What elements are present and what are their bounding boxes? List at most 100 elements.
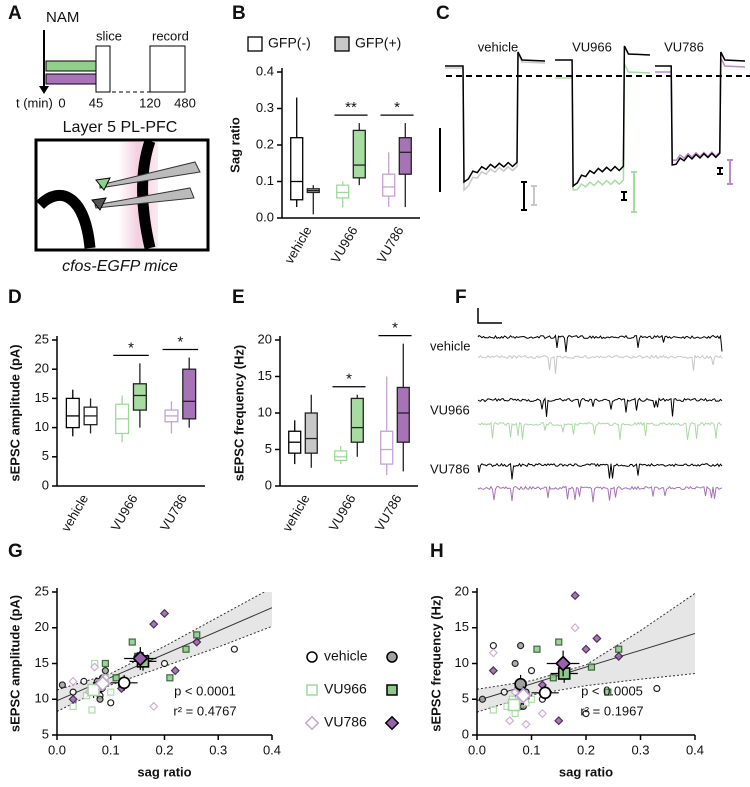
- point: [527, 667, 536, 675]
- trace: [477, 485, 723, 503]
- point: [505, 716, 515, 726]
- box: [334, 450, 348, 462]
- point: [68, 676, 78, 686]
- x-tick-label: VU966: [326, 492, 359, 534]
- cell-green: [95, 177, 111, 191]
- point: [511, 709, 519, 718]
- y-axis-label: Sag ratio: [227, 117, 242, 173]
- point: [58, 681, 66, 689]
- point: [192, 637, 202, 647]
- y-tick-label: 0: [265, 477, 272, 492]
- panel-letter: F: [455, 287, 467, 308]
- point: [516, 642, 525, 650]
- point: [69, 702, 77, 711]
- x-tick-label: VU966: [108, 492, 141, 534]
- point: [166, 674, 174, 682]
- y-tick-label: 0.3: [256, 100, 274, 115]
- point: [592, 633, 602, 644]
- point: [582, 709, 590, 718]
- panel-letter: A: [8, 3, 22, 24]
- x-tick-label: 0.3: [209, 742, 227, 757]
- panel-letter: G: [8, 541, 23, 562]
- panel-letter: D: [8, 287, 22, 308]
- point: [555, 638, 563, 646]
- trace: [477, 462, 723, 480]
- x-tick-label: VU966: [328, 224, 361, 266]
- box: [65, 397, 80, 429]
- cell: [91, 197, 107, 211]
- y-tick-label: 5: [462, 691, 469, 706]
- x-tick-label: 0.1: [102, 742, 120, 757]
- panel-letter: H: [430, 541, 444, 562]
- box: [182, 368, 197, 420]
- y-tick-label: 20: [35, 619, 49, 634]
- schematic: NAM slice record t (min) 0 45 120 480 La…: [16, 9, 210, 275]
- y-tick-label: 0: [462, 726, 469, 741]
- x-tick-label: 0.2: [155, 742, 173, 757]
- time-tick: 480: [174, 95, 196, 110]
- mean-point: [514, 677, 527, 691]
- panel-letter: B: [232, 3, 246, 24]
- point: [478, 695, 487, 703]
- y-tick-label: 15: [258, 368, 272, 383]
- point: [614, 651, 624, 661]
- point: [159, 608, 170, 619]
- point: [488, 666, 498, 676]
- trace: [555, 45, 651, 188]
- trace-label: VU786: [664, 39, 704, 54]
- x-tick-label: 0.4: [263, 742, 281, 757]
- mean-point: [538, 686, 552, 700]
- box: [290, 137, 304, 201]
- trace-label: VU966: [572, 39, 612, 54]
- stat-label: p < 0.0001: [174, 683, 236, 698]
- slice-box: [95, 45, 111, 93]
- confidence-line: [57, 592, 266, 691]
- x-tick-label: 0.1: [522, 742, 540, 757]
- mean-point: [94, 675, 111, 692]
- y-axis-label: sEPSC frequency (Hz): [428, 595, 443, 732]
- y-tick-label: 0.2: [256, 136, 274, 151]
- point: [149, 701, 159, 711]
- y-tick-label: 20: [258, 331, 272, 346]
- point: [128, 638, 136, 646]
- point: [570, 590, 580, 601]
- significance: *: [128, 339, 134, 356]
- mean-point: [87, 683, 100, 697]
- box: [350, 397, 364, 443]
- box: [380, 430, 394, 465]
- legend-swatch: [334, 36, 350, 52]
- mice-label: cfos-EGFP mice: [62, 258, 178, 275]
- y-tick-label: 25: [35, 583, 49, 598]
- box: [398, 137, 412, 175]
- legend-marker: [384, 715, 400, 731]
- x-axis-label: sag ratio: [137, 764, 191, 779]
- confidence-line: [477, 673, 695, 713]
- y-tick-label: 0.1: [256, 173, 274, 188]
- legend-marker: [304, 715, 320, 731]
- y-tick-label: 10: [258, 404, 272, 419]
- trace: [445, 53, 546, 192]
- trace: [477, 397, 723, 417]
- legend-label: vehicle: [324, 648, 368, 664]
- legend-label: VU966: [324, 681, 367, 697]
- box: [336, 184, 350, 199]
- region-label: Layer 5 PL-PFC: [63, 119, 178, 136]
- trace-label: VU966: [430, 402, 470, 417]
- point: [149, 619, 159, 629]
- x-tick-label: 0.4: [686, 742, 704, 757]
- point: [182, 645, 190, 653]
- box: [352, 129, 366, 179]
- point: [193, 631, 201, 639]
- point: [500, 688, 508, 696]
- slice-label: slice: [96, 28, 122, 43]
- record-label: record: [152, 28, 189, 43]
- stat-label: p < 0.0005: [581, 683, 643, 698]
- mean-point: [132, 650, 149, 667]
- y-tick-label: 0.0: [256, 209, 274, 224]
- point: [230, 645, 238, 653]
- x-tick-label: vehicle: [279, 492, 312, 535]
- point: [80, 677, 88, 685]
- y-tick-label: 5: [42, 448, 49, 463]
- y-tick-label: 20: [35, 361, 49, 376]
